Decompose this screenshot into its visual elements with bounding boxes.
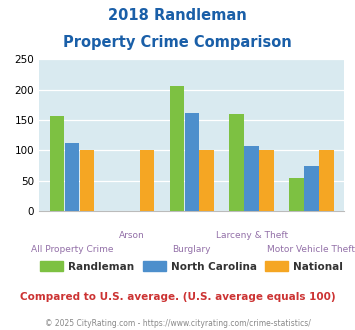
Bar [140, 150, 154, 211]
Bar [319, 150, 334, 211]
Text: © 2025 CityRating.com - https://www.cityrating.com/crime-statistics/: © 2025 CityRating.com - https://www.city… [45, 319, 310, 328]
Bar [80, 150, 94, 211]
Legend: Randleman, North Carolina, National: Randleman, North Carolina, National [36, 257, 348, 276]
Bar [304, 166, 318, 211]
Bar [200, 150, 214, 211]
Bar [289, 178, 304, 211]
Text: Larceny & Theft: Larceny & Theft [215, 231, 288, 240]
Text: Arson: Arson [119, 231, 145, 240]
Text: All Property Crime: All Property Crime [31, 245, 113, 253]
Bar [260, 150, 274, 211]
Bar [65, 143, 79, 211]
Text: Compared to U.S. average. (U.S. average equals 100): Compared to U.S. average. (U.S. average … [20, 292, 335, 302]
Bar [50, 116, 64, 211]
Text: Property Crime Comparison: Property Crime Comparison [63, 35, 292, 50]
Bar [185, 114, 199, 211]
Bar [244, 146, 259, 211]
Text: Burglary: Burglary [173, 245, 211, 253]
Bar [229, 114, 244, 211]
Text: 2018 Randleman: 2018 Randleman [108, 8, 247, 23]
Bar [170, 85, 184, 211]
Text: Motor Vehicle Theft: Motor Vehicle Theft [267, 245, 355, 253]
